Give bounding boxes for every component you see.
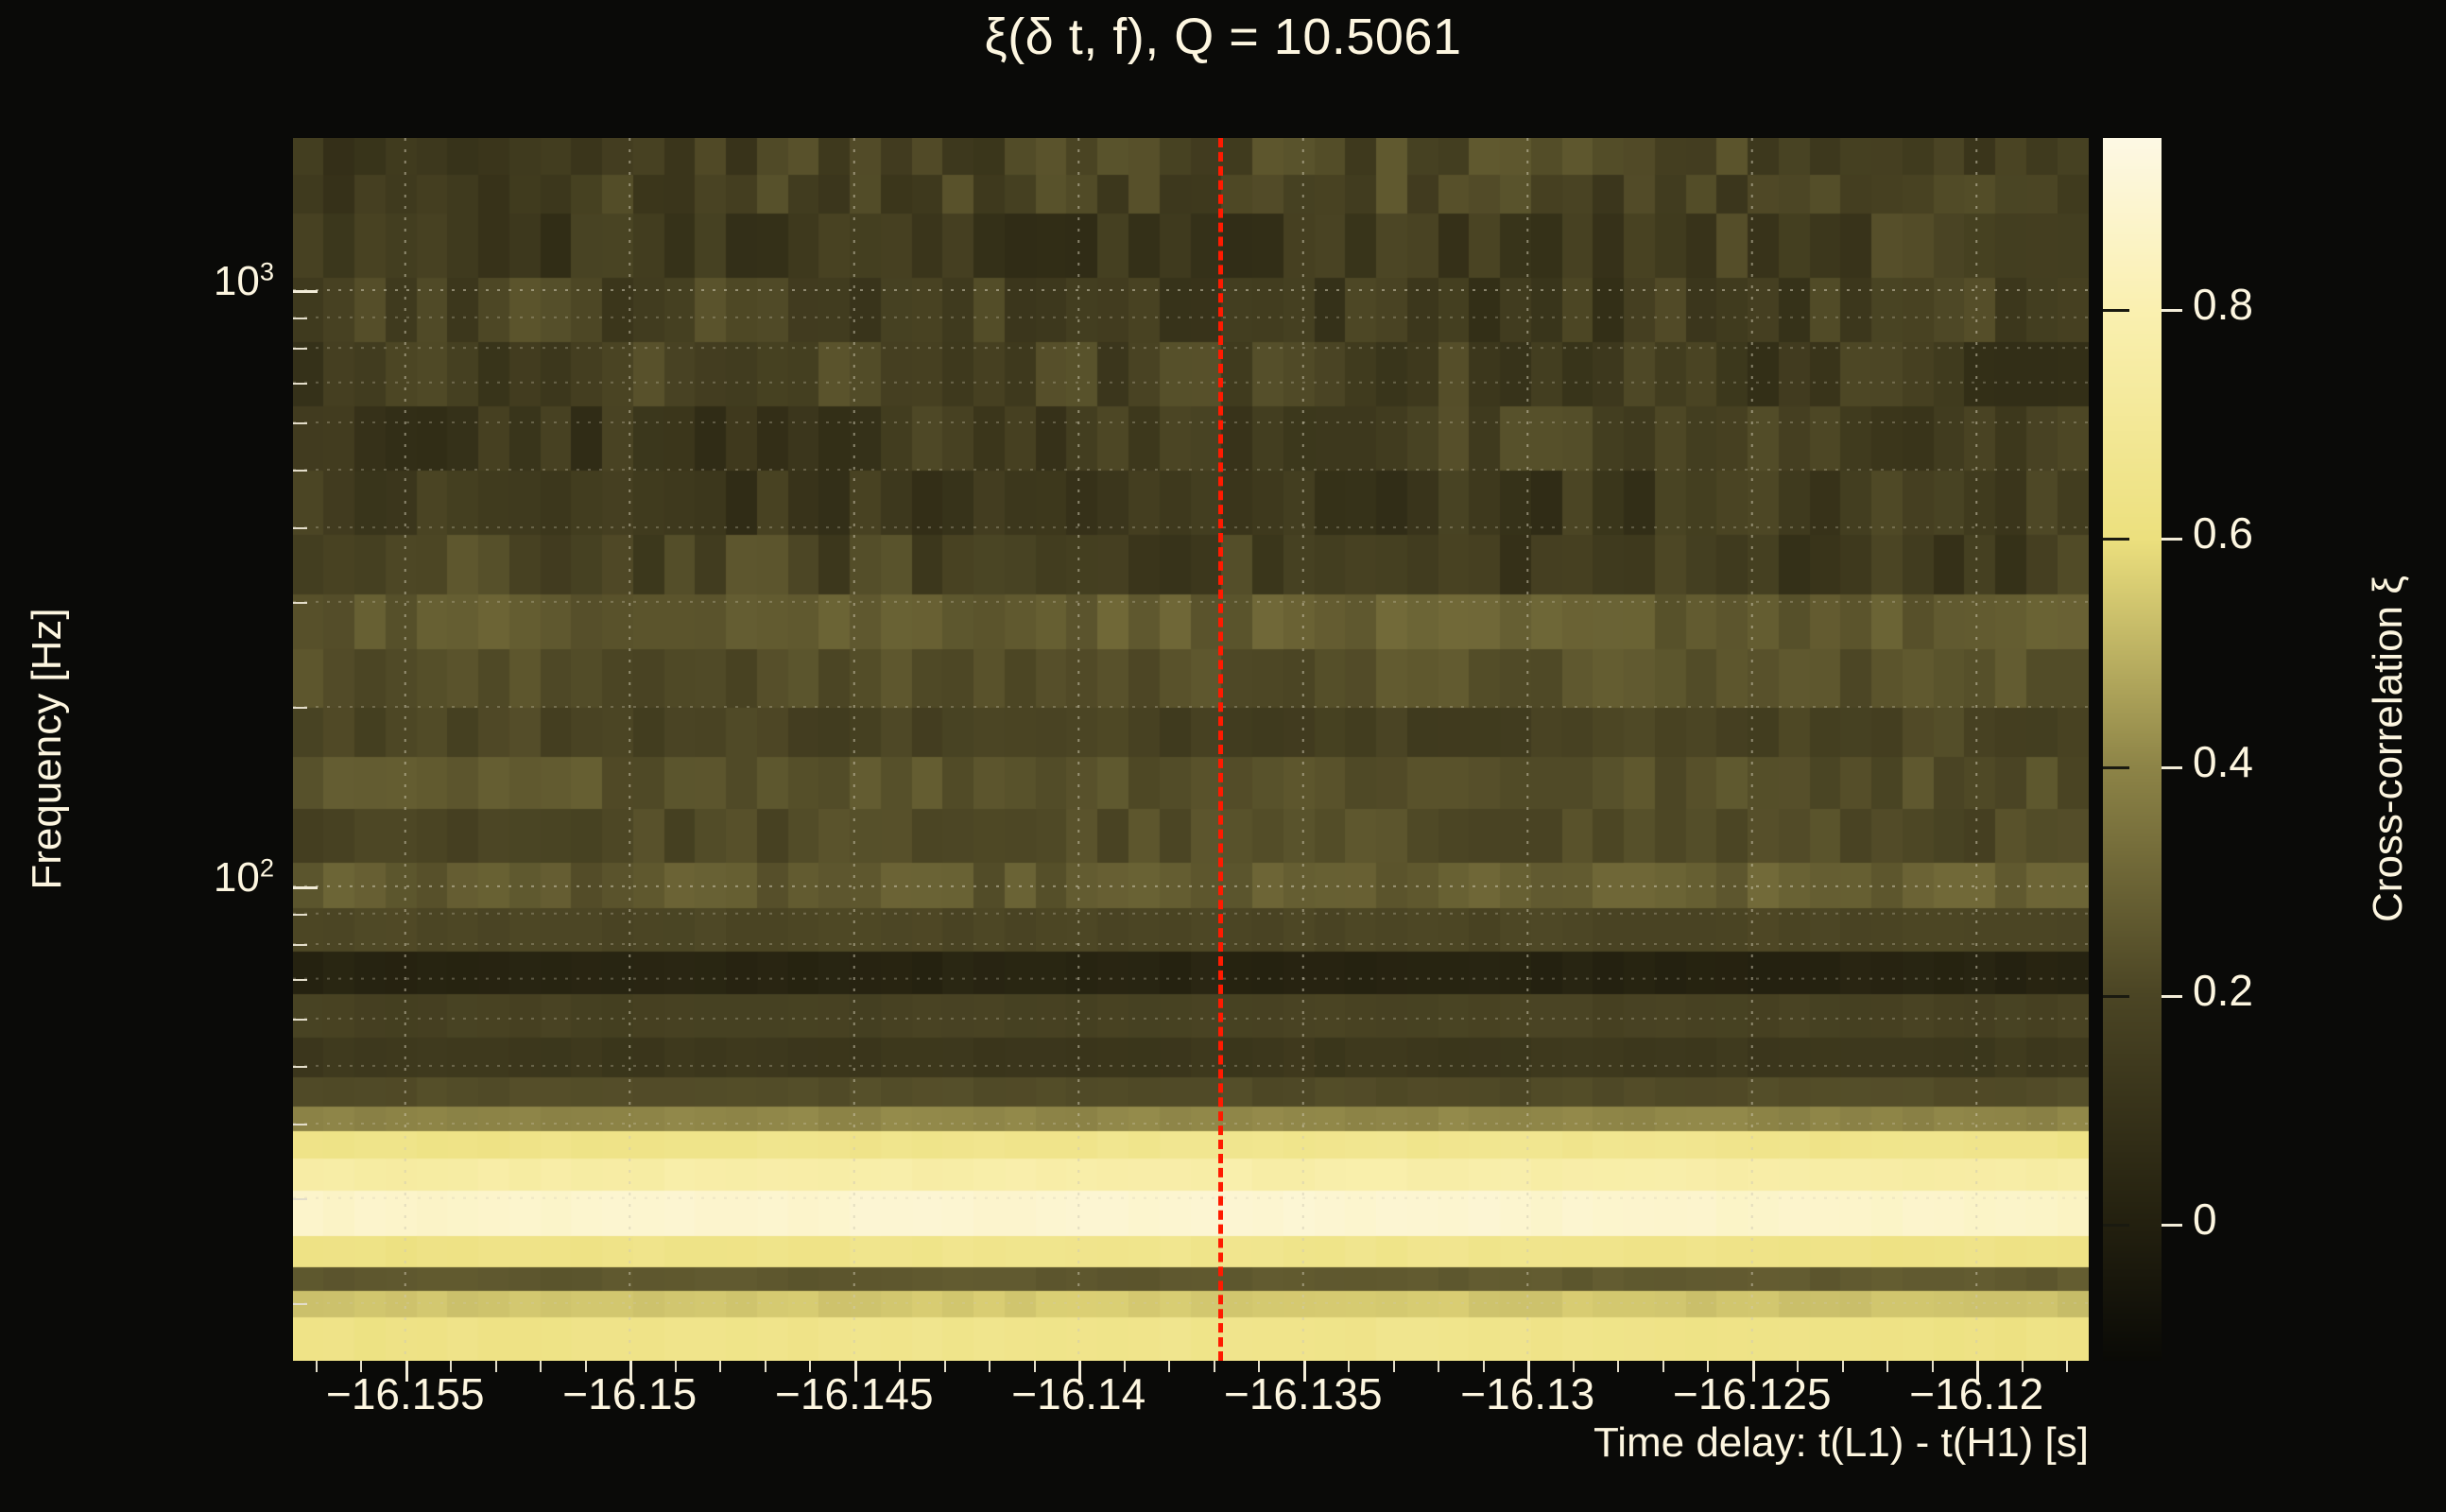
colorbar-tick-label: 0.8: [2193, 280, 2253, 330]
x-axis-minor-tick: [1617, 1361, 1620, 1372]
x-axis-minor-tick: [1168, 1361, 1171, 1372]
y-tick-mantissa: 10: [213, 853, 260, 901]
x-axis-minor-tick: [1662, 1361, 1664, 1372]
colorbar-tick-outer: [2162, 766, 2182, 770]
x-axis-tick-label: −16.155: [325, 1369, 485, 1418]
x-axis-minor-tick: [1258, 1361, 1261, 1372]
x-axis-minor-tick: [1797, 1361, 1800, 1372]
x-axis-minor-tick: [1707, 1361, 1710, 1372]
y-axis-tick-label: 102: [214, 854, 274, 902]
y-axis-minor-tick: [293, 706, 307, 709]
colorbar[interactable]: [2103, 138, 2162, 1361]
y-axis-minor-tick: [293, 421, 307, 424]
heatmap-image: [293, 138, 2089, 1361]
x-axis-minor-tick: [1123, 1361, 1126, 1372]
x-axis-tick-label: −16.145: [774, 1369, 934, 1418]
x-axis-major-tick: [629, 1361, 633, 1382]
x-axis-major-tick: [1751, 1361, 1755, 1382]
x-axis-tick-label: −16.14: [1011, 1369, 1146, 1418]
x-axis-minor-tick: [674, 1361, 677, 1372]
y-axis-title: Frequency [Hz]: [24, 608, 70, 890]
x-axis-tick-label: −16.13: [1460, 1369, 1595, 1418]
colorbar-tick-outer: [2162, 995, 2182, 998]
x-axis-major-tick: [1302, 1361, 1306, 1382]
y-tick-exponent: 3: [259, 256, 274, 286]
x-axis-minor-tick: [719, 1361, 722, 1372]
x-axis-minor-tick: [584, 1361, 587, 1372]
colorbar-tick-outer: [2162, 309, 2182, 313]
y-axis-major-tick: [293, 885, 318, 889]
y-axis-minor-tick: [293, 382, 307, 385]
y-axis-minor-tick: [293, 1302, 307, 1305]
x-axis-major-tick: [1527, 1361, 1531, 1382]
y-axis-minor-tick: [293, 601, 307, 604]
x-axis-minor-tick: [1572, 1361, 1575, 1372]
x-axis-minor-tick: [1841, 1361, 1844, 1372]
y-axis-minor-tick: [293, 348, 307, 351]
x-axis-minor-tick: [1213, 1361, 1215, 1372]
x-axis-major-tick: [1078, 1361, 1082, 1382]
heatmap-plot-area[interactable]: [293, 138, 2089, 1361]
x-axis-minor-tick: [360, 1361, 363, 1372]
x-axis-tick-label: −16.12: [1909, 1369, 2044, 1418]
x-axis-title: Time delay: t(L1) - t(H1) [s]: [1593, 1419, 2089, 1466]
colorbar-tick: [2103, 995, 2129, 998]
y-axis-minor-tick: [293, 978, 307, 981]
x-axis-minor-tick: [1033, 1361, 1036, 1372]
colorbar-tick: [2103, 766, 2129, 770]
y-axis-minor-tick: [293, 1018, 307, 1021]
colorbar-tick-outer: [2162, 538, 2182, 541]
colorbar-tick: [2103, 1223, 2129, 1227]
x-axis-minor-tick: [1931, 1361, 1934, 1372]
y-axis-minor-tick: [293, 1197, 307, 1200]
y-axis-minor-tick: [293, 469, 307, 472]
colorbar-tick: [2103, 309, 2129, 313]
x-axis-minor-tick: [764, 1361, 767, 1372]
x-axis-minor-tick: [315, 1361, 318, 1372]
colorbar-tick-outer: [2162, 1223, 2182, 1227]
x-axis-major-tick: [405, 1361, 408, 1382]
y-axis-minor-tick: [293, 944, 307, 947]
colorbar-tick-label: 0.6: [2193, 508, 2253, 558]
x-axis-tick-label: −16.135: [1223, 1369, 1383, 1418]
y-axis-tick-label: 103: [214, 258, 274, 305]
page-title: ξ(δ t, f), Q = 10.5061: [984, 9, 1462, 65]
x-axis-minor-tick: [1438, 1361, 1440, 1372]
colorbar-title: Cross-correlation ξ: [2365, 576, 2411, 922]
x-axis-minor-tick: [1886, 1361, 1889, 1372]
x-axis-minor-tick: [2066, 1361, 2069, 1372]
x-axis-minor-tick: [989, 1361, 991, 1372]
x-axis-minor-tick: [540, 1361, 543, 1372]
colorbar-tick-label: 0: [2193, 1194, 2217, 1244]
y-tick-mantissa: 10: [213, 258, 260, 305]
y-axis-minor-tick: [293, 1123, 307, 1125]
y-axis-minor-tick: [293, 317, 307, 319]
x-axis-minor-tick: [1482, 1361, 1485, 1372]
x-axis-minor-tick: [899, 1361, 902, 1372]
x-axis-tick-label: −16.125: [1672, 1369, 1832, 1418]
colorbar-tick: [2103, 538, 2129, 541]
x-axis-minor-tick: [1348, 1361, 1351, 1372]
y-axis-minor-tick: [293, 1065, 307, 1068]
x-axis-minor-tick: [450, 1361, 453, 1372]
y-axis-major-tick: [293, 290, 318, 294]
x-axis-tick-label: −16.15: [562, 1369, 698, 1418]
x-axis-major-tick: [853, 1361, 857, 1382]
colorbar-tick-label: 0.2: [2193, 966, 2253, 1015]
x-axis-minor-tick: [943, 1361, 946, 1372]
x-axis-minor-tick: [1392, 1361, 1395, 1372]
y-axis-minor-tick: [293, 527, 307, 530]
y-tick-exponent: 2: [259, 852, 274, 883]
x-axis-minor-tick: [2021, 1361, 2024, 1372]
colorbar-gradient: [2103, 138, 2162, 1361]
x-axis-minor-tick: [809, 1361, 812, 1372]
colorbar-tick-label: 0.4: [2193, 737, 2253, 787]
x-axis-major-tick: [1976, 1361, 1980, 1382]
x-axis-minor-tick: [494, 1361, 497, 1372]
y-axis-minor-tick: [293, 913, 307, 916]
